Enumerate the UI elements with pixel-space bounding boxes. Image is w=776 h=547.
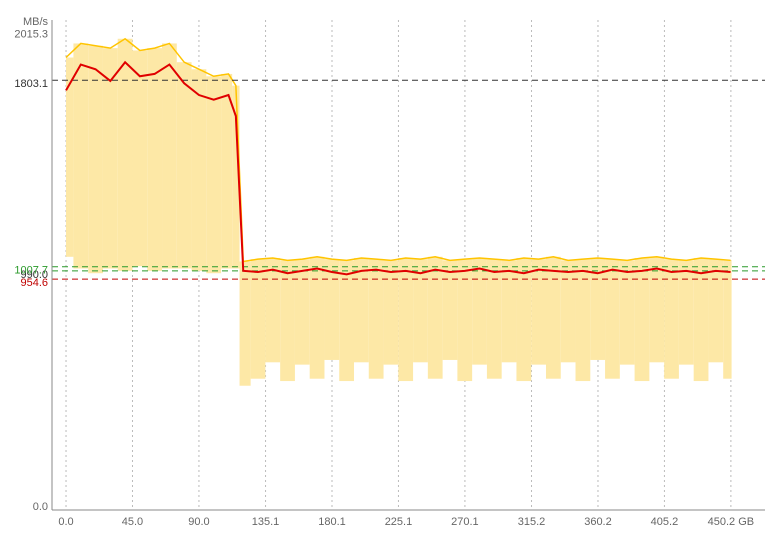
range-bar — [708, 259, 724, 363]
max-line — [65, 37, 731, 263]
range-bar — [664, 259, 679, 379]
range-bar — [162, 43, 177, 269]
x-tick-label: 405.2 — [651, 516, 679, 528]
range-bar — [265, 257, 281, 363]
range-bar — [368, 259, 384, 379]
x-tick-label: 135.1 — [252, 516, 280, 528]
range-bar — [545, 256, 561, 379]
range-bar — [117, 38, 133, 271]
range-bar — [88, 45, 103, 274]
y-tick-label: 1007.7 — [14, 265, 48, 277]
range-bar — [354, 257, 369, 363]
range-bar — [649, 256, 665, 363]
range-bar — [605, 259, 620, 379]
range-bar — [147, 48, 163, 271]
x-tick-label: 45.0 — [122, 516, 143, 528]
x-tick-label: 450.2 GB — [708, 516, 754, 528]
x-tick-label: 315.2 — [518, 516, 546, 528]
range-bar — [132, 50, 148, 267]
range-bar — [619, 260, 635, 365]
range-bar — [191, 69, 207, 271]
range-bar — [206, 76, 222, 274]
range-bar — [560, 260, 576, 363]
range-bar — [280, 260, 295, 382]
range-bar — [531, 259, 546, 365]
range-bar — [427, 256, 443, 379]
range-bar — [472, 257, 487, 365]
range-bar — [309, 256, 325, 379]
range-bar — [324, 259, 340, 360]
y-axis-label: MB/s — [23, 16, 49, 28]
y-tick-label: 2015.3 — [14, 28, 48, 40]
range-bar — [339, 260, 355, 382]
range-bar — [575, 259, 591, 382]
x-tick-label: 270.1 — [451, 516, 479, 528]
range-bar — [590, 257, 606, 360]
x-tick-label: 180.1 — [318, 516, 346, 528]
range-bar — [634, 257, 650, 382]
range-bar — [398, 257, 414, 382]
y-tick-label: 990.0 — [20, 269, 48, 281]
range-bar — [723, 260, 732, 379]
range-bar — [516, 257, 532, 382]
range-bar — [442, 260, 458, 360]
y-tick-label: 1803.1 — [14, 78, 48, 90]
range-bar — [678, 260, 694, 365]
average-line — [65, 60, 731, 276]
x-tick-label: 0.0 — [58, 516, 73, 528]
range-bar — [66, 57, 74, 257]
x-tick-label: 360.2 — [584, 516, 612, 528]
x-tick-label: 90.0 — [188, 516, 209, 528]
range-bar — [457, 259, 473, 382]
range-bar — [383, 260, 399, 365]
range-bar — [250, 259, 266, 379]
range-bar — [501, 260, 517, 363]
range-bar — [239, 261, 251, 386]
range-bar — [413, 259, 428, 363]
range-bar — [486, 259, 502, 379]
range-bar — [176, 62, 192, 269]
range-bar — [693, 257, 709, 382]
y-tick-label: 954.6 — [20, 277, 48, 289]
x-tick-label: 225.1 — [385, 516, 413, 528]
range-bar — [232, 85, 240, 269]
range-bar — [102, 48, 118, 269]
range-bar — [294, 259, 310, 365]
y-tick-label: 0.0 — [33, 501, 48, 513]
range-bar — [221, 73, 233, 269]
range-bar — [73, 43, 89, 269]
